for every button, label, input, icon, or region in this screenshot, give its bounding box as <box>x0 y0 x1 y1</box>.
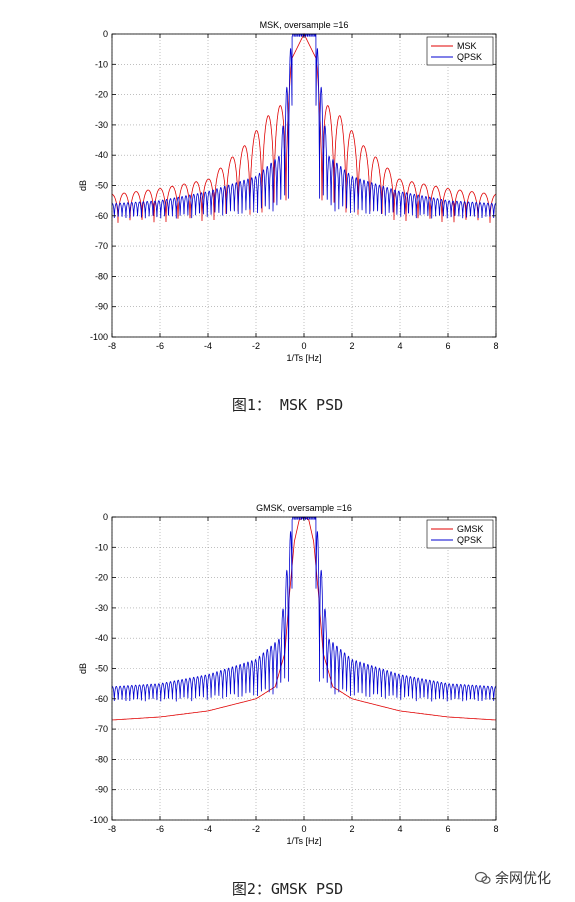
y-tick-label: -80 <box>95 271 108 281</box>
x-tick-label: -6 <box>156 824 164 834</box>
y-tick-label: -10 <box>95 59 108 69</box>
y-tick-label: -10 <box>95 542 108 552</box>
x-tick-label: 0 <box>301 824 306 834</box>
x-tick-label: 6 <box>445 824 450 834</box>
y-tick-label: 0 <box>103 29 108 39</box>
chart-2: -8 -6 -4 -2 0 2 4 6 80-10-20-30-40-50-60-70-80-9… <box>78 503 499 846</box>
legend-entry: GMSK <box>457 524 484 534</box>
x-tick-label: -6 <box>156 341 164 351</box>
y-tick-label: -60 <box>95 694 108 704</box>
y-tick-label: 0 <box>103 512 108 522</box>
y-tick-label: -70 <box>95 241 108 251</box>
x-tick-label: 2 <box>349 341 354 351</box>
y-tick-label: -50 <box>95 181 108 191</box>
legend-entry: MSK <box>457 41 477 51</box>
y-tick-label: -40 <box>95 150 108 160</box>
y-axis-label: dB <box>78 663 88 674</box>
x-tick-label: 6 <box>445 341 450 351</box>
legend-entry: QPSK <box>457 52 482 62</box>
y-tick-label: -60 <box>95 211 108 221</box>
x-axis-label: 1/Ts [Hz] <box>286 836 321 846</box>
x-tick-label: 2 <box>349 824 354 834</box>
y-axis-label: dB <box>78 180 88 191</box>
y-tick-label: -100 <box>90 815 108 825</box>
y-tick-label: -20 <box>95 90 108 100</box>
chart-title: GMSK, oversample =16 <box>256 503 352 513</box>
x-tick-label: -4 <box>204 824 212 834</box>
wechat-icon <box>474 871 491 885</box>
x-tick-label: 4 <box>397 341 402 351</box>
watermark: 余网优化 <box>474 868 551 888</box>
x-tick-label: -4 <box>204 341 212 351</box>
chart-1: -8 -6 -4 -2 0 2 4 6 80-10-20-30-40-50-60-70-80-9… <box>78 20 499 363</box>
y-tick-label: -50 <box>95 664 108 674</box>
figure-1-caption: 图1： MSK PSD <box>231 396 344 414</box>
y-tick-label: -90 <box>95 302 108 312</box>
x-tick-label: 8 <box>493 341 498 351</box>
y-tick-label: -80 <box>95 754 108 764</box>
x-tick-label: -8 <box>108 824 116 834</box>
y-tick-label: -20 <box>95 573 108 583</box>
x-tick-label: -2 <box>252 341 260 351</box>
legend-box <box>426 519 494 549</box>
x-axis-label: 1/Ts [Hz] <box>286 353 321 363</box>
y-tick-label: -30 <box>95 603 108 613</box>
chart-title: MSK, oversample =16 <box>260 20 349 30</box>
legend-box <box>426 36 494 66</box>
y-tick-label: -70 <box>95 724 108 734</box>
x-tick-label: -8 <box>108 341 116 351</box>
y-tick-label: -40 <box>95 633 108 643</box>
x-tick-label: 0 <box>301 341 306 351</box>
y-tick-label: -30 <box>95 120 108 130</box>
figure-2-caption: 图2：GMSK PSD <box>231 880 344 898</box>
x-tick-label: 4 <box>397 824 402 834</box>
y-tick-label: -90 <box>95 785 108 795</box>
watermark-text: 余网优化 <box>495 871 551 887</box>
x-tick-label: 8 <box>493 824 498 834</box>
y-tick-label: -100 <box>90 332 108 342</box>
legend-entry: QPSK <box>457 535 482 545</box>
x-tick-label: -2 <box>252 824 260 834</box>
